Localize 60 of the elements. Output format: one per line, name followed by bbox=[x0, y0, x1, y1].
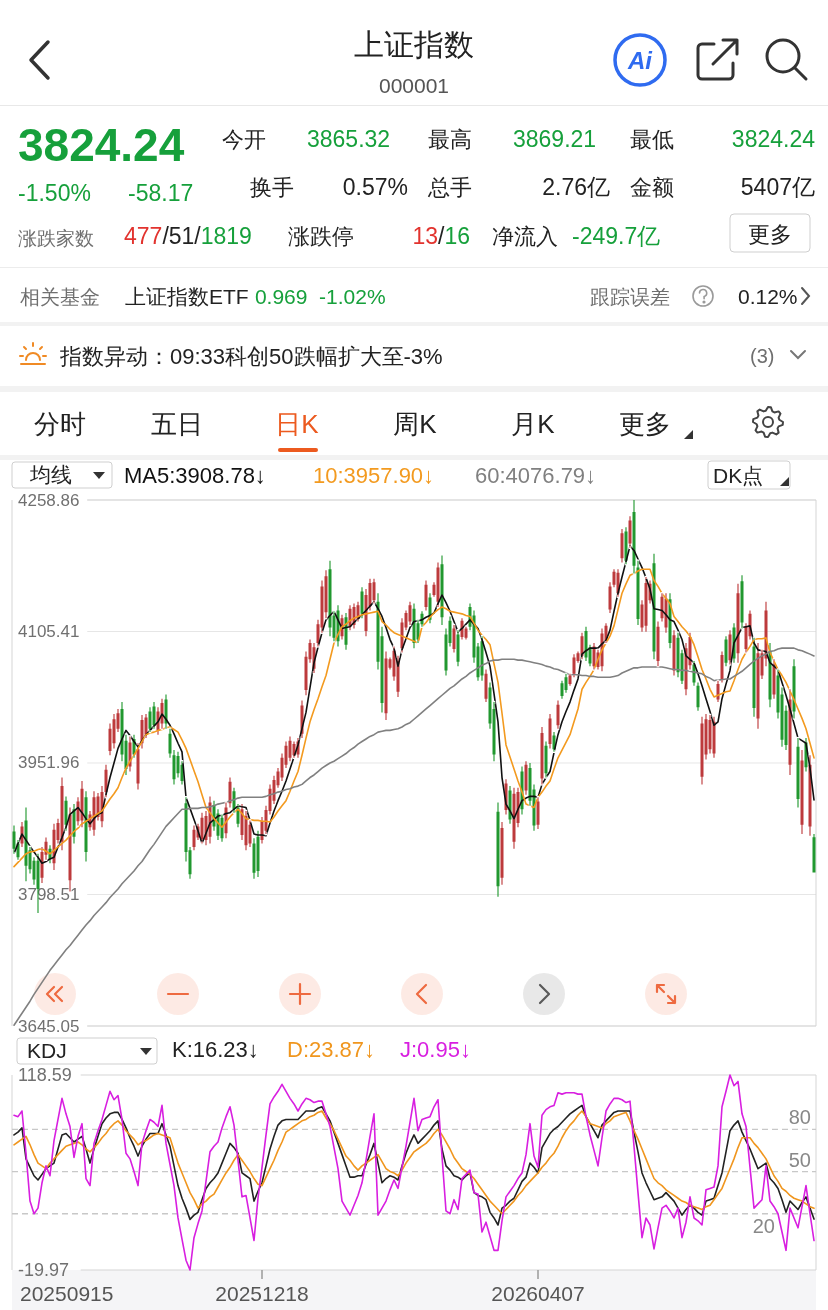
text: 金额 bbox=[630, 175, 674, 200]
text: 均线 bbox=[29, 463, 72, 486]
text: Ai bbox=[627, 47, 654, 74]
series-label: J:0.95↓ bbox=[400, 1037, 471, 1062]
text: 周K bbox=[393, 409, 438, 439]
text: 今开 bbox=[222, 127, 266, 152]
ref-line-label: 50 bbox=[788, 1148, 811, 1171]
text: D:23.87↓ bbox=[287, 1037, 376, 1062]
text: 最低 bbox=[630, 127, 674, 152]
text: 月K bbox=[511, 409, 556, 439]
text: KDJ bbox=[27, 1039, 67, 1062]
text: 相关基金 bbox=[20, 286, 100, 308]
text: 上证指数 bbox=[354, 28, 474, 61]
text: 分时 bbox=[34, 409, 86, 439]
text: 3824.24 bbox=[731, 126, 816, 152]
text: -1.02% bbox=[319, 285, 386, 308]
text: MA5:3908.78↓ bbox=[124, 463, 266, 488]
text: 净流入 bbox=[492, 224, 558, 249]
text: 5407亿 bbox=[740, 174, 815, 200]
text: 上证指数ETF bbox=[125, 285, 249, 308]
text: 涨跌家数 bbox=[18, 228, 94, 249]
text: (3) bbox=[750, 345, 775, 367]
text: 3824.24 bbox=[18, 119, 185, 171]
text: -1.50% bbox=[18, 180, 91, 206]
text: -58.17 bbox=[128, 180, 194, 206]
text: 最高 bbox=[428, 127, 472, 152]
text: 涨跌停 bbox=[288, 224, 354, 249]
text: 跟踪误差 bbox=[590, 286, 670, 308]
text: 0.57% bbox=[342, 174, 408, 200]
text: 0.969 bbox=[254, 285, 308, 308]
text: 10:3957.90↓ bbox=[313, 463, 435, 488]
y-tick-label: 3951.96 bbox=[18, 753, 80, 773]
text: 60:4076.79↓ bbox=[475, 463, 597, 488]
text: 477/51/1819 bbox=[124, 223, 252, 249]
text: 更多 bbox=[748, 222, 792, 247]
y-tick-label: 4105.41 bbox=[18, 622, 80, 641]
text: -249.7亿 bbox=[572, 223, 661, 249]
text: 3869.21 bbox=[513, 126, 597, 152]
ref-line-label: 20 bbox=[752, 1214, 775, 1237]
text: 五日 bbox=[151, 409, 203, 439]
y-tick-label: 118.59 bbox=[18, 1065, 72, 1085]
text: 2.76亿 bbox=[542, 174, 610, 200]
ref-line-label: 80 bbox=[788, 1106, 811, 1129]
text: 3865.32 bbox=[307, 126, 391, 152]
text: 20250915 bbox=[20, 1282, 114, 1305]
text: 13/16 bbox=[412, 223, 470, 249]
text: 指数异动：09:33科创50跌幅扩大至-3% bbox=[59, 344, 443, 369]
text: 换手 bbox=[250, 175, 294, 200]
x-tick-label: 20260407 bbox=[491, 1282, 585, 1305]
text: 0.12% bbox=[738, 285, 798, 308]
text: DK点 bbox=[713, 464, 764, 487]
x-tick-label: 20251218 bbox=[215, 1282, 309, 1305]
y-tick-label: 4258.86 bbox=[18, 490, 80, 510]
y-tick-label: -19.97 bbox=[18, 1260, 70, 1280]
text: K:16.23↓ bbox=[172, 1037, 259, 1062]
text: 日K bbox=[275, 409, 320, 439]
y-tick-label: 3645.05 bbox=[18, 1016, 80, 1036]
text: 总手 bbox=[427, 175, 472, 200]
text: 更多 bbox=[619, 409, 671, 439]
text: 000001 bbox=[378, 74, 450, 97]
